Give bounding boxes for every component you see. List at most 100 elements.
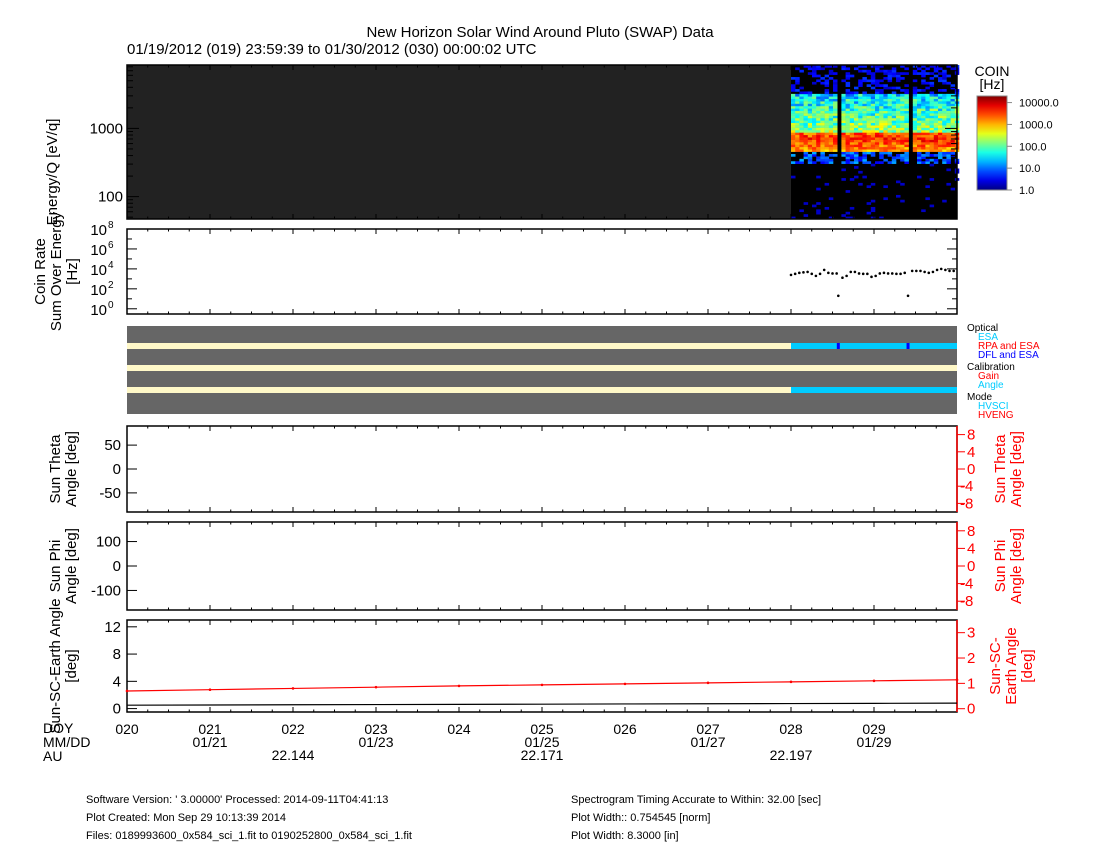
- spectrogram-cell: [854, 154, 859, 157]
- spectrogram-cell: [833, 127, 838, 131]
- spectrogram-cell: [925, 93, 930, 97]
- spectrogram-cell: [812, 81, 817, 85]
- spectrogram-cell: [891, 132, 897, 136]
- spectrogram-cell: [845, 103, 851, 107]
- sun-sc-earth-series-point: [291, 687, 295, 690]
- spectrogram-cell: [950, 110, 956, 114]
- spectrogram-cell: [870, 163, 876, 167]
- spectrogram-cell: [933, 129, 939, 133]
- spectrogram-cell: [912, 108, 918, 112]
- spectrogram-cell: [791, 120, 796, 124]
- spectrogram-cell: [929, 103, 935, 107]
- spectrogram-cell: [803, 139, 809, 143]
- spectrogram-cell: [791, 96, 796, 99]
- spectrogram-cell: [925, 125, 930, 128]
- spectrogram-cell: [812, 144, 817, 148]
- spectrogram-cell: [858, 96, 863, 99]
- spectrogram-cell: [912, 117, 918, 121]
- spectrogram-cell: [841, 129, 846, 133]
- spectrogram-cell: [925, 129, 930, 133]
- spectrogram-cell: [824, 91, 830, 95]
- spectrogram-cell: [887, 113, 893, 116]
- doy-tick-label: 020: [115, 721, 139, 737]
- spectrogram-cell: [833, 103, 838, 107]
- spectrogram-cell: [921, 81, 926, 85]
- spectrogram-cell: [849, 122, 855, 126]
- coin-rate-point: [814, 274, 818, 278]
- spectrogram-cell: [812, 105, 817, 109]
- doy-tick-label: 023: [364, 721, 388, 737]
- spectrogram-cell: [929, 129, 935, 133]
- spectrogram-cell: [803, 103, 809, 107]
- spectrogram-cell: [841, 144, 846, 148]
- spectrogram-cell: [883, 127, 888, 131]
- spectrogram-cell: [866, 120, 872, 124]
- spectrogram-cell: [854, 103, 859, 107]
- spectrogram-cell: [803, 132, 809, 136]
- spectrogram-cell: [879, 98, 884, 102]
- coin-rate-ylabel-line: Coin Rate: [32, 238, 49, 305]
- spectrogram-cell: [904, 142, 909, 145]
- spectrogram-cell: [887, 110, 893, 114]
- spectrogram-cell: [938, 132, 943, 136]
- spectrogram-cell: [828, 137, 834, 140]
- spectrogram-cell: [828, 108, 834, 112]
- spectrogram-cell: [816, 187, 821, 191]
- spectrogram-cell: [791, 146, 796, 150]
- spectrogram-cell: [870, 134, 876, 138]
- spectrogram-cell: [942, 93, 947, 97]
- spectrogram-cell: [904, 158, 909, 162]
- spectrogram-cell: [904, 101, 909, 104]
- spectrogram-cell: [812, 93, 817, 97]
- spectrogram-cell: [799, 132, 804, 136]
- spectrogram-cell: [891, 120, 897, 124]
- spectrogram-cell: [929, 81, 935, 85]
- spectrogram-cell: [824, 144, 830, 148]
- spectrogram-cell: [883, 117, 888, 121]
- spectrogram-cell: [912, 115, 918, 119]
- spectrogram-cell: [875, 65, 880, 68]
- spectrogram-cell: [904, 144, 909, 148]
- spectrogram-cell: [795, 115, 800, 119]
- spectrogram-cell: [824, 139, 830, 143]
- spectrogram-cell: [799, 105, 804, 109]
- spectrogram-cell: [807, 142, 813, 145]
- spectrogram-cell: [795, 117, 800, 121]
- spectrogram-cell: [828, 77, 834, 80]
- doy-tick-label: 029: [862, 721, 886, 737]
- spectrogram-cell: [912, 146, 918, 150]
- spectrogram-cell: [887, 74, 893, 78]
- spectrogram-cell: [862, 151, 867, 155]
- spectrogram-cell: [849, 74, 855, 78]
- spectrogram-cell: [795, 144, 800, 148]
- spectrogram-cell: [946, 96, 951, 99]
- spectrogram-cell: [833, 93, 838, 97]
- spectrogram-cell: [904, 139, 909, 143]
- spectrogram-cell: [799, 209, 804, 213]
- coin-rate-point: [853, 270, 857, 274]
- mmdd-tick-label: 01/21: [192, 734, 227, 750]
- spectrogram-cell: [875, 101, 880, 104]
- sun-sc-earth-series-point: [125, 689, 129, 693]
- spectrogram-cell: [887, 146, 893, 150]
- spectrogram-cell: [824, 84, 830, 87]
- spectrogram-cell: [858, 103, 863, 107]
- sun-sc-earth-series-point: [540, 683, 544, 687]
- spectrogram-cell: [891, 110, 897, 114]
- spectrogram-cell: [816, 74, 821, 78]
- spectrogram-cell: [858, 132, 863, 136]
- spectrogram-cell: [875, 84, 880, 87]
- spectrogram-cell: [933, 74, 939, 78]
- spectrogram-cell: [807, 158, 813, 162]
- spectrogram-cell: [824, 117, 830, 121]
- spectrogram-cell: [883, 96, 888, 99]
- spectrogram-cell: [925, 103, 930, 107]
- spectrogram-cell: [816, 98, 821, 102]
- spectrogram-cell: [841, 79, 846, 83]
- spectrogram-cell: [812, 69, 817, 73]
- spectrogram-cell: [820, 96, 825, 99]
- spectrogram-cell: [912, 72, 918, 75]
- spectrogram-cell: [950, 86, 956, 90]
- spectrogram-cell: [925, 120, 930, 124]
- sun-sc-earth-series-point: [374, 685, 378, 689]
